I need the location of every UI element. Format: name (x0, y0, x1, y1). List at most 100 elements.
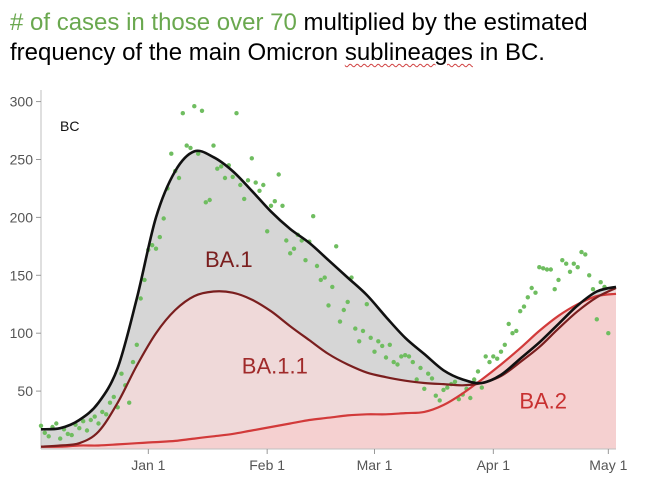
data-point (372, 349, 377, 354)
data-point (207, 197, 212, 203)
data-point (395, 362, 400, 367)
chart-labels: BA.1 BA.1.1 BA.2 (205, 247, 567, 413)
data-point (422, 386, 427, 391)
data-point (249, 156, 254, 161)
data-point (257, 188, 262, 193)
data-point (330, 284, 335, 290)
region-label: BA.1 (205, 247, 253, 272)
data-point (437, 398, 442, 403)
data-point (58, 436, 63, 441)
ba2-line (40, 292, 617, 448)
data-point (518, 309, 523, 314)
data-point (418, 365, 423, 371)
data-point (548, 267, 553, 272)
data-point (579, 249, 584, 255)
data-point (445, 385, 450, 390)
data-point (410, 359, 415, 365)
total-line (40, 149, 617, 431)
data-point (238, 182, 243, 188)
data-point (380, 343, 385, 349)
data-point (357, 339, 362, 344)
data-point (261, 182, 266, 188)
data-point (537, 265, 542, 270)
data-point (429, 376, 435, 381)
data-point (161, 216, 166, 221)
data-point (368, 335, 373, 340)
data-point (502, 342, 507, 347)
data-point (560, 258, 565, 263)
data-point (475, 369, 481, 374)
data-point (322, 275, 327, 280)
data-point (134, 342, 139, 347)
data-point (383, 355, 389, 360)
data-point (138, 296, 143, 301)
data-point (567, 269, 573, 274)
data-point (594, 317, 599, 322)
data-point (564, 261, 569, 266)
chart-title: # of cases in those over 70 multiplied b… (10, 8, 646, 68)
data-point (192, 104, 197, 109)
data-point (180, 111, 185, 116)
data-point (479, 385, 484, 390)
ba11-area (41, 288, 616, 447)
title-line2-word: sublineages (344, 39, 473, 66)
data-point (606, 331, 611, 336)
data-point (169, 151, 174, 156)
data-point (590, 287, 596, 292)
data-point (130, 359, 136, 365)
data-point (88, 417, 94, 423)
data-point (211, 143, 216, 148)
x-tick-label: Apr 1 (477, 457, 511, 473)
data-point (498, 349, 504, 354)
data-point (583, 252, 588, 257)
data-point (391, 359, 396, 365)
data-point (104, 412, 109, 417)
data-point (441, 387, 446, 393)
data-point (242, 196, 247, 202)
ba11-line (40, 287, 617, 448)
data-point (541, 266, 546, 271)
x-tick-label: Jan 1 (131, 457, 165, 473)
data-point (552, 287, 557, 292)
data-point (495, 356, 500, 361)
data-point (376, 339, 381, 344)
y-tick-label: 250 (10, 151, 34, 167)
x-tick-label: Mar 1 (357, 457, 393, 473)
data-point (142, 277, 147, 283)
data-point (303, 258, 308, 263)
data-point (230, 174, 235, 180)
data-point (69, 432, 74, 438)
x-tick-label: Feb 1 (249, 457, 285, 473)
data-point (42, 430, 47, 435)
data-point (265, 229, 270, 234)
data-point (253, 180, 258, 185)
title-line2-pre: frequency of the main Omicron (10, 39, 345, 66)
data-point (426, 371, 431, 376)
data-point (587, 273, 592, 278)
data-point (65, 431, 71, 437)
ba1-area (41, 150, 616, 447)
data-point (188, 145, 193, 151)
data-point (81, 419, 86, 424)
data-point (77, 426, 82, 431)
y-tick-label: 50 (17, 383, 33, 399)
data-point (46, 434, 51, 439)
data-point (215, 166, 220, 171)
data-point (491, 354, 496, 359)
title-highlight: # of cases in those over 70 (10, 9, 297, 36)
data-point (364, 302, 369, 307)
data-point (284, 238, 289, 243)
data-point (337, 319, 343, 324)
data-point (529, 285, 534, 291)
data-point (280, 203, 285, 208)
data-point (571, 261, 576, 266)
data-point (433, 393, 438, 398)
y-tick-label: 150 (10, 267, 34, 283)
scatter-points (38, 104, 611, 441)
data-point (219, 164, 224, 169)
data-point (84, 428, 90, 433)
data-point (510, 331, 515, 336)
data-point (483, 354, 488, 359)
data-point (472, 377, 477, 382)
